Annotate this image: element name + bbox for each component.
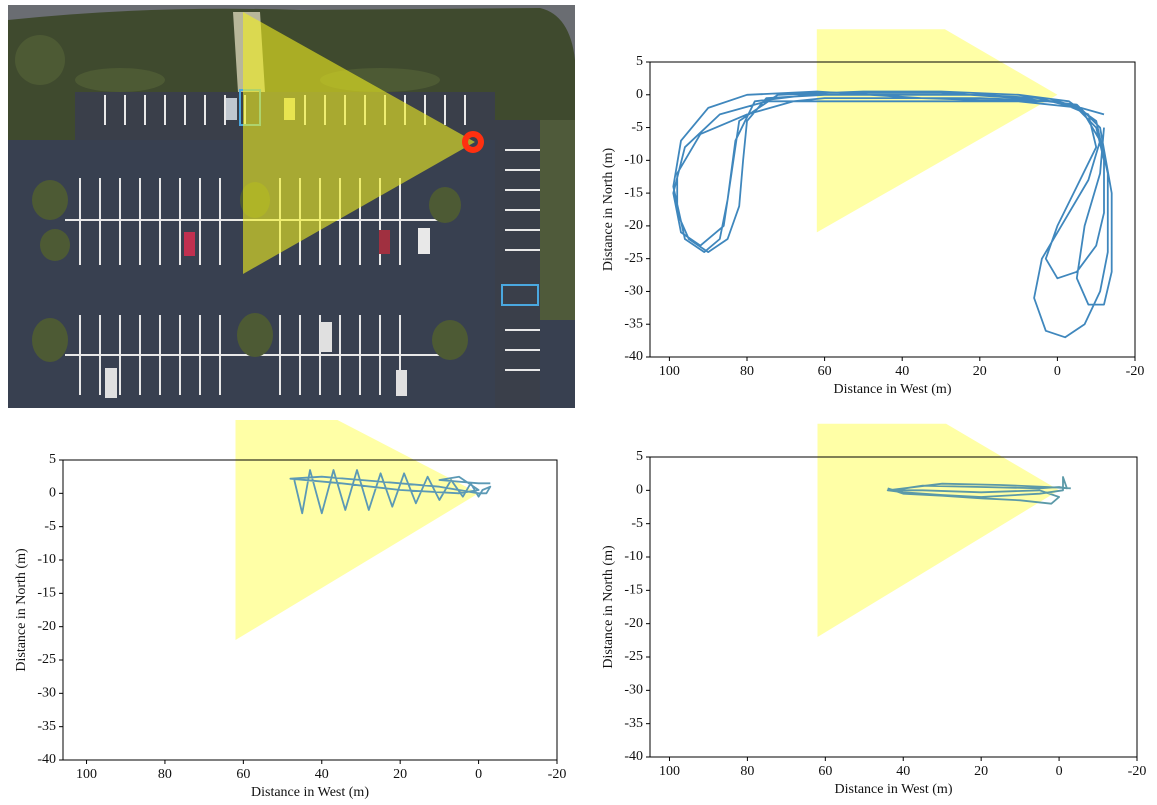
y-axis-label: Distance in North (m) xyxy=(601,148,616,272)
y-tick-label: -10 xyxy=(624,549,643,564)
x-tick-label: 20 xyxy=(974,764,988,779)
x-axis-label: Distance in West (m) xyxy=(835,782,953,797)
y-tick-label: -10 xyxy=(624,153,643,168)
x-tick-label: 0 xyxy=(1054,364,1061,379)
x-tick-label: 80 xyxy=(158,767,172,782)
x-tick-label: 100 xyxy=(76,767,97,782)
y-tick-label: 5 xyxy=(636,54,643,69)
x-tick-label: 100 xyxy=(659,764,680,779)
y-tick-label: -20 xyxy=(624,218,643,233)
x-tick-label: 20 xyxy=(393,767,407,782)
y-tick-label: -30 xyxy=(624,284,643,299)
y-tick-label: -10 xyxy=(37,552,56,567)
y-axis-label: Distance in North (m) xyxy=(14,548,29,672)
x-tick-label: 40 xyxy=(315,767,329,782)
y-tick-label: -25 xyxy=(37,652,56,667)
chart: 5 0 -5 -10 -15 -20 -25 -30 -35 -40 100 80 60 40 20 0 -20… xyxy=(601,29,1144,397)
x-tick-label: -20 xyxy=(548,767,567,782)
x-tick-label: -20 xyxy=(1128,764,1147,779)
x-axis-label: Distance in West (m) xyxy=(834,382,952,397)
x-tick-label: 60 xyxy=(818,764,832,779)
grass xyxy=(540,120,575,320)
x-tick-label: 80 xyxy=(740,364,754,379)
x-tick-label: 0 xyxy=(475,767,482,782)
x-tick-label: 40 xyxy=(895,364,909,379)
y-axis-label: Distance in North (m) xyxy=(601,545,616,669)
parking-lot xyxy=(495,120,540,408)
y-tick-label: -35 xyxy=(37,719,56,734)
y-tick-label: 5 xyxy=(636,449,643,464)
y-tick-label: -15 xyxy=(624,583,643,598)
page: {"chart_data": [ {"type": "line", "xlabe… xyxy=(0,0,1157,805)
figure: 5 0 -5 -10 -15 -20 -25 -30 -35 -40 100 80 60 40 20 0 -20… xyxy=(0,0,1157,805)
y-tick-label: -5 xyxy=(631,516,643,531)
y-tick-label: -40 xyxy=(37,752,56,767)
x-tick-label: 80 xyxy=(740,764,754,779)
y-tick-label: -5 xyxy=(44,519,56,534)
x-tick-label: 20 xyxy=(973,364,987,379)
y-tick-label: -5 xyxy=(631,120,643,135)
x-axis-label: Distance in West (m) xyxy=(251,785,369,800)
chart: 5 0 -5 -10 -15 -20 -25 -30 -35 -40 100 80 60 40 20 0 -20… xyxy=(14,420,566,800)
y-tick-label: -40 xyxy=(624,749,643,764)
x-tick-label: 60 xyxy=(236,767,250,782)
y-tick-label: -20 xyxy=(37,619,56,634)
y-tick-label: -20 xyxy=(624,616,643,631)
figure-canvas: 5 0 -5 -10 -15 -20 -25 -30 -35 -40 100 80 60 40 20 0 -20… xyxy=(0,0,1157,805)
x-tick-label: 0 xyxy=(1056,764,1063,779)
x-tick-label: 40 xyxy=(896,764,910,779)
y-tick-label: -35 xyxy=(624,716,643,731)
y-tick-label: -40 xyxy=(624,349,643,364)
chart: 5 0 -5 -10 -15 -20 -25 -30 -35 -40 100 80 60 40 20 0 -20… xyxy=(601,424,1146,797)
y-tick-label: -25 xyxy=(624,251,643,266)
x-tick-label: 100 xyxy=(659,364,680,379)
x-tick-label: 60 xyxy=(818,364,832,379)
y-tick-label: -15 xyxy=(624,185,643,200)
y-tick-label: -15 xyxy=(37,586,56,601)
y-tick-label: -30 xyxy=(624,683,643,698)
y-tick-label: -30 xyxy=(37,686,56,701)
y-tick-label: -35 xyxy=(624,316,643,331)
y-tick-label: -25 xyxy=(624,649,643,664)
y-tick-label: 0 xyxy=(636,87,643,102)
y-tick-label: 0 xyxy=(49,486,56,501)
x-tick-label: -20 xyxy=(1126,364,1145,379)
y-tick-label: 0 xyxy=(636,483,643,498)
aerial-photo xyxy=(8,5,575,408)
y-tick-label: 5 xyxy=(49,452,56,467)
